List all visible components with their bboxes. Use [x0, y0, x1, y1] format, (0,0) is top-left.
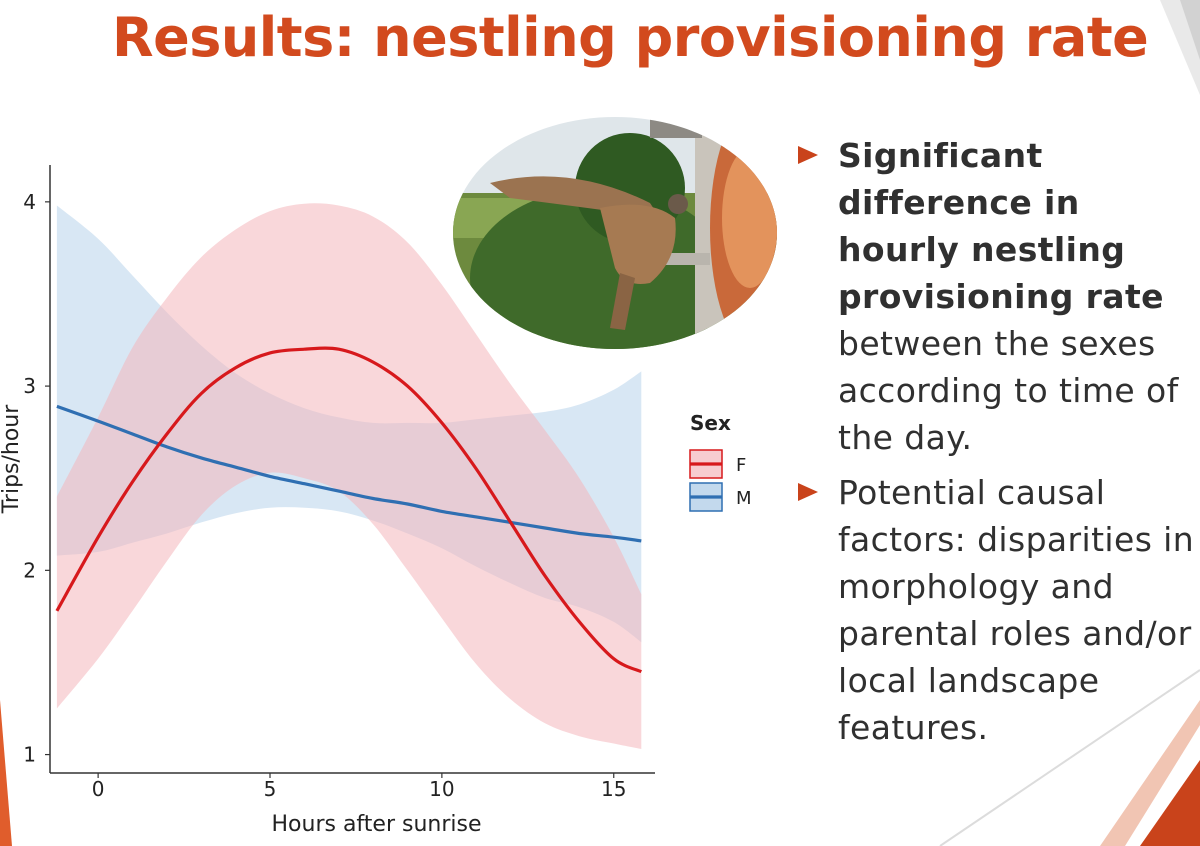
bullet-bold-text: Significant difference in hourly nestlin… — [838, 136, 1164, 316]
confidence-band-f — [56, 203, 642, 750]
x-tick-label: 15 — [601, 777, 626, 801]
bullet-plain-text: between the sexes according to time of t… — [838, 324, 1179, 457]
y-tick-label: 4 — [23, 190, 36, 214]
x-tick-label: 0 — [92, 777, 105, 801]
x-tick-label: 5 — [264, 777, 277, 801]
y-tick-label: 3 — [23, 374, 36, 398]
bullet-arrow-icon — [798, 146, 818, 164]
x-axis-title: Hours after sunrise — [272, 812, 482, 837]
provisioning-rate-chart: 0 5 10 15 1 2 3 4 Hours after sunrise Trips/hour S… — [0, 165, 752, 837]
bullet-item: Significant difference in hourly nestlin… — [790, 132, 1195, 461]
slide-title: Results: nestling provisioning rate — [112, 6, 1149, 69]
bullet-arrow-icon — [798, 483, 818, 501]
bullet-text: Potential causal factors: disparities in… — [838, 469, 1195, 751]
bullet-list: Significant difference in hourly nestlin… — [790, 132, 1195, 759]
x-tick-label: 10 — [429, 777, 454, 801]
series-line-m — [56, 404, 642, 543]
bullet-plain-text: Potential causal factors: disparities in… — [838, 473, 1195, 747]
legend-title: Sex — [690, 411, 731, 435]
legend-label-f: F — [736, 455, 746, 476]
y-tick-label: 1 — [23, 743, 36, 767]
series-line-f — [55, 346, 642, 674]
y-axis-title: Trips/hour — [0, 404, 24, 515]
bullet-item: Potential causal factors: disparities in… — [790, 469, 1195, 751]
legend-label-m: M — [736, 488, 752, 509]
y-tick-label: 2 — [23, 558, 36, 582]
bullet-text: Significant difference in hourly nestlin… — [838, 132, 1195, 461]
kestrel-photo-icon — [453, 117, 777, 349]
